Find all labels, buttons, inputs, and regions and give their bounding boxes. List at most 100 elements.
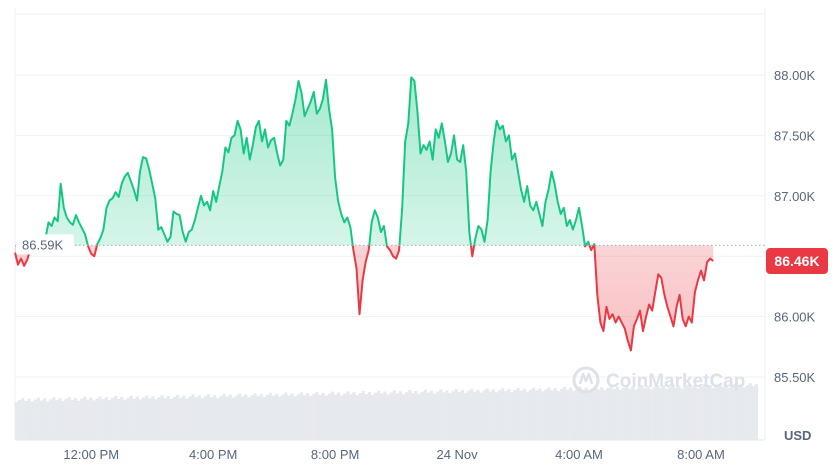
volume-bar: [271, 395, 276, 440]
volume-bar: [714, 385, 718, 440]
volume-bar: [244, 394, 248, 440]
y-tick-label: 86.00K: [774, 310, 816, 325]
volume-bar: [615, 386, 619, 440]
volume-bar: [708, 385, 712, 440]
volume-bar: [76, 400, 81, 440]
volume-bar: [510, 392, 514, 440]
volume-bar: [210, 397, 214, 440]
volume-bar: [194, 397, 198, 440]
volume-bar: [52, 397, 56, 440]
volume-bar: [408, 390, 412, 440]
volume-bar: [671, 384, 675, 440]
volume-bar: [451, 391, 455, 440]
volume-bar: [640, 385, 644, 440]
volume-bar: [30, 401, 34, 440]
volume-bar: [367, 391, 372, 440]
volume-bar: [141, 397, 146, 440]
volume-bar: [411, 393, 415, 440]
volume-bar: [312, 394, 316, 440]
volume-bar: [519, 390, 523, 440]
volume-bar: [309, 396, 313, 440]
volume-bar: [491, 389, 495, 440]
volume-bars: [15, 383, 759, 440]
volume-bar: [754, 384, 759, 440]
baseline-label-bg: [16, 234, 74, 255]
volume-bar: [674, 387, 678, 440]
volume-bar: [333, 394, 338, 440]
volume-bar: [429, 390, 434, 440]
volume-bar: [733, 383, 737, 440]
volume-bar: [643, 388, 647, 440]
volume-bar: [618, 389, 622, 440]
volume-bar: [575, 388, 579, 440]
volume-bar: [553, 388, 557, 440]
volume-bar: [401, 394, 406, 440]
volume-bar: [98, 396, 102, 440]
volume-bar: [377, 390, 381, 440]
volume-bar: [513, 389, 517, 440]
volume-bar: [751, 386, 756, 440]
volume-bar: [55, 400, 59, 440]
volume-bar: [683, 386, 687, 440]
volume-bar: [562, 386, 567, 440]
volume-bar: [265, 394, 269, 440]
volume-bar: [658, 388, 663, 440]
volume-bar: [383, 391, 387, 440]
volume-bar: [110, 398, 115, 440]
volume-bar: [417, 393, 421, 440]
volume-bar: [281, 394, 285, 440]
volume-bar: [349, 394, 353, 440]
volume-bar: [166, 395, 170, 440]
volume-bar: [581, 389, 585, 440]
volume-bar: [293, 396, 297, 440]
volume-bar: [138, 399, 143, 440]
volume-bar: [228, 394, 232, 440]
volume-bar: [423, 389, 427, 440]
volume-bar: [107, 400, 112, 440]
volume-bar: [624, 385, 629, 440]
volume-bar: [64, 399, 68, 440]
volume-bar: [343, 393, 347, 440]
volume-bar: [45, 401, 50, 440]
volume-bar: [497, 390, 502, 440]
price-line-down: [14, 245, 714, 352]
volume-bar: [426, 392, 430, 440]
volume-bar: [169, 398, 173, 440]
volume-bar: [696, 388, 700, 440]
volume-bar: [70, 399, 74, 440]
volume-bar: [538, 388, 542, 440]
volume-bar: [386, 394, 390, 440]
volume-bar: [470, 388, 474, 440]
volume-bar: [182, 395, 186, 440]
price-line-up: [36, 76, 596, 246]
volume-bar: [200, 398, 204, 440]
volume-bar: [321, 392, 325, 440]
volume-bar: [49, 399, 53, 440]
volume-bar: [482, 390, 486, 440]
volume-bar: [603, 390, 607, 440]
volume-bar: [27, 398, 31, 440]
volume-bar: [504, 391, 508, 440]
volume-bar: [646, 386, 650, 440]
volume-bar: [559, 389, 564, 440]
volume-bar: [668, 386, 672, 440]
volume-bar: [318, 394, 322, 440]
volume-bar: [163, 398, 167, 440]
volume-bar: [24, 400, 28, 440]
volume-bar: [621, 387, 625, 440]
volume-bar: [448, 393, 452, 440]
volume-bar: [340, 395, 344, 440]
volume-bar: [234, 395, 239, 440]
volume-bar: [652, 387, 656, 440]
volume-bar: [528, 389, 533, 440]
volume-bar: [473, 391, 477, 440]
volume-bar: [296, 394, 300, 440]
volume-bar: [203, 396, 208, 440]
volume-bar: [627, 388, 632, 440]
volume-bar: [346, 391, 350, 440]
volume-bar: [185, 398, 189, 440]
volume-bar: [222, 393, 226, 440]
volume-bar: [535, 390, 539, 440]
